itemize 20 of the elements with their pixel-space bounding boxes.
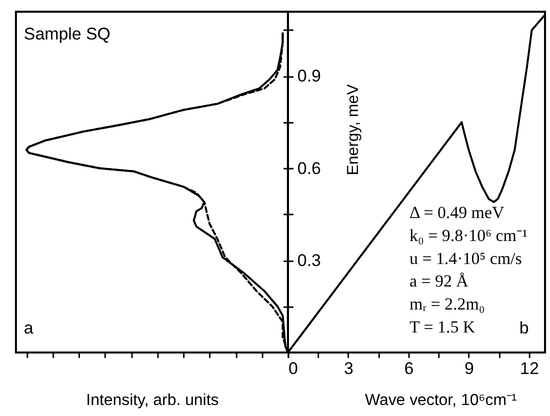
y-axis-title: Energy, meV <box>345 84 362 176</box>
annotation: b <box>519 318 529 338</box>
y-tick-label: 0.3 <box>297 250 321 270</box>
annotation: mᵣ = 2.2m₀ <box>410 294 485 314</box>
annotation: u = 1.4·10⁵ cm/s <box>410 248 522 268</box>
y-tick-label: 0.9 <box>297 66 321 86</box>
annotation: k₀ = 9.8·10⁶ cm⁻¹ <box>410 226 528 245</box>
x-axis-title: Intensity, arb. units <box>86 392 219 409</box>
x-tick-label: 6 <box>404 358 414 378</box>
annotation: a = 92 Å <box>410 272 470 291</box>
x-tick-label: 12 <box>520 358 539 378</box>
x-tick-label: 9 <box>464 358 474 378</box>
annotation: T = 1.5 K <box>410 318 476 337</box>
annotation: Sample SQ <box>24 24 110 44</box>
annotation: Δ = 0.49 meV <box>410 202 505 222</box>
y-tick-label: 0.6 <box>297 158 321 178</box>
x-axis-title: Wave vector, 10⁶cm⁻¹ <box>365 392 517 409</box>
x-tick-label: 0 <box>288 358 298 378</box>
annotation: a <box>24 318 34 338</box>
x-tick-label: 3 <box>344 358 354 378</box>
